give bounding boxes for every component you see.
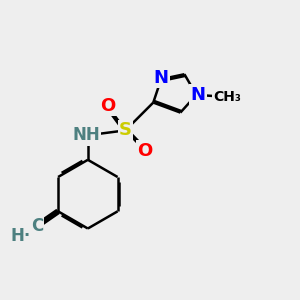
- Text: O: O: [100, 97, 115, 115]
- Text: S: S: [119, 122, 132, 140]
- Text: N: N: [190, 86, 206, 104]
- Text: H·: H·: [10, 227, 31, 245]
- Text: NH: NH: [72, 126, 100, 144]
- Text: O: O: [137, 142, 153, 160]
- Text: CH₃: CH₃: [214, 89, 242, 103]
- Text: C: C: [31, 217, 43, 235]
- Text: N: N: [154, 68, 169, 86]
